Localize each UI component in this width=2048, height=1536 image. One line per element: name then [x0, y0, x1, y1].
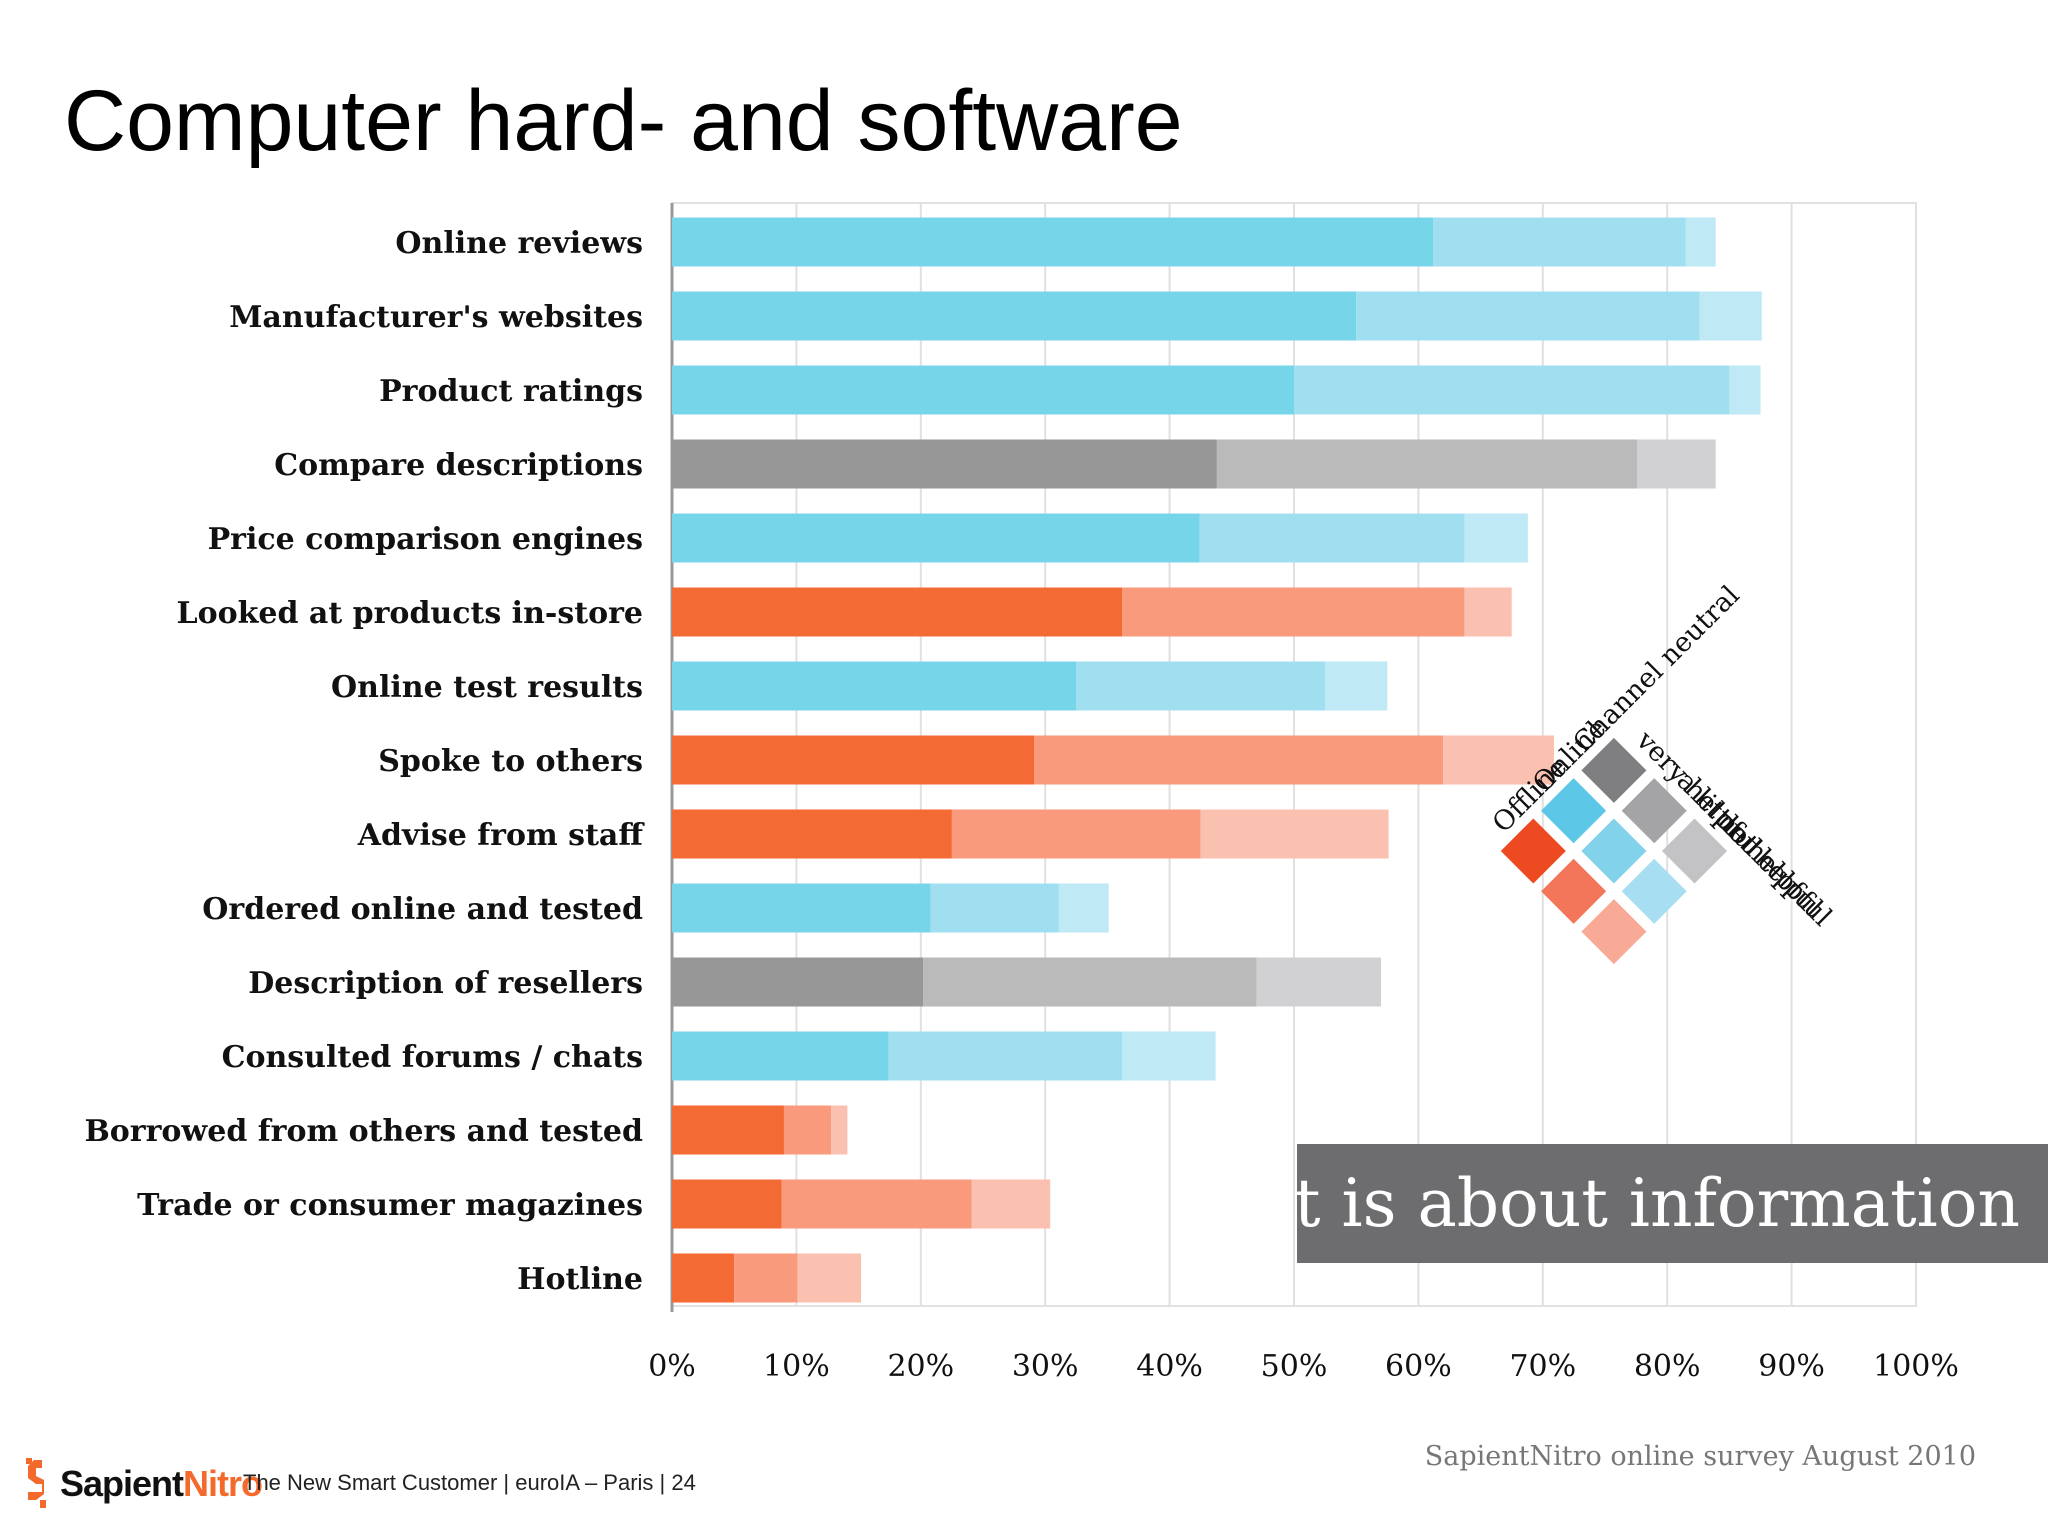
bar-segment: [672, 291, 1357, 341]
category-label: Price comparison engines: [208, 522, 643, 557]
bar-segment: [783, 1105, 832, 1155]
bar-segment: [1200, 809, 1389, 859]
bar-segment: [1199, 513, 1465, 563]
bar-segment: [923, 957, 1257, 1007]
category-label: Compare descriptions: [274, 448, 643, 483]
bar-segment: [1256, 957, 1382, 1007]
bar-segment: [831, 1105, 848, 1155]
category-label: Consulted forums / chats: [222, 1040, 643, 1075]
category-label: Spoke to others: [378, 744, 643, 779]
category-label: Description of resellers: [248, 966, 643, 1001]
bar-segment: [971, 1179, 1051, 1229]
x-tick-label: 80%: [1634, 1349, 1701, 1384]
bar-segment: [1034, 735, 1444, 785]
bar-segment: [1464, 587, 1512, 637]
bar-segment: [1433, 217, 1686, 267]
bar-segment: [672, 439, 1217, 489]
category-label: Online test results: [331, 670, 643, 705]
category-labels: Online reviews Manufacturer's websites Pro…: [84, 226, 645, 1297]
bar-segment: [1637, 439, 1716, 489]
legend-label-not-helpful: not helpful: [1711, 806, 1838, 933]
x-tick-label: 30%: [1012, 1349, 1079, 1384]
category-label: Product ratings: [379, 374, 643, 409]
bar-segment: [672, 1179, 782, 1229]
bar-segment: [1076, 661, 1326, 711]
bar-segment: [1294, 365, 1730, 415]
bars: [672, 217, 1762, 1303]
x-tick-label: 90%: [1758, 1349, 1825, 1384]
category-label: Ordered online and tested: [202, 892, 643, 927]
bar-segment: [672, 957, 924, 1007]
bar-segment: [1122, 1031, 1216, 1081]
x-axis-ticks: 0% 10% 20% 30% 40% 50% 60% 70% 80% 90% 100%: [648, 1349, 1959, 1384]
bar-segment: [1325, 661, 1388, 711]
category-label: Online reviews: [395, 226, 643, 261]
bar-segment: [930, 883, 1059, 933]
bar-segment: [1058, 883, 1109, 933]
category-label: Manufacturer's websites: [229, 300, 643, 335]
category-label: Looked at products in-store: [177, 596, 644, 631]
x-tick-label: 70%: [1509, 1349, 1576, 1384]
x-tick-label: 100%: [1873, 1349, 1959, 1384]
bar-segment: [888, 1031, 1123, 1081]
x-tick-label: 60%: [1385, 1349, 1452, 1384]
bar-segment: [1216, 439, 1638, 489]
x-tick-label: 10%: [763, 1349, 830, 1384]
legend-swatch-neutral-little: [1621, 778, 1687, 844]
bar-segment: [797, 1253, 862, 1303]
bar-segment: [672, 883, 931, 933]
bar-segment: [672, 587, 1123, 637]
bar-segment: [781, 1179, 972, 1229]
bar-segment: [1356, 291, 1700, 341]
callout-banner: It is about information: [1268, 1144, 2048, 1263]
bar-segment: [672, 661, 1077, 711]
bar-segment: [672, 513, 1200, 563]
bar-segment: [672, 735, 1035, 785]
category-label: Borrowed from others and tested: [84, 1114, 643, 1149]
bar-segment: [1122, 587, 1465, 637]
bar-segment: [1699, 291, 1762, 341]
slide-title: Computer hard- and software: [64, 73, 1183, 169]
bar-segment: [1464, 513, 1528, 563]
bar-segment: [1443, 735, 1554, 785]
footer-text: The New Smart Customer | euroIA – Paris …: [243, 1470, 696, 1495]
legend-swatch-offline-not: [1581, 899, 1647, 965]
legend-swatch-online-little: [1581, 818, 1647, 884]
x-tick-label: 0%: [648, 1349, 696, 1384]
legend-swatch-offline-little: [1541, 858, 1607, 924]
x-tick-label: 50%: [1261, 1349, 1328, 1384]
legend-swatch-online-not: [1621, 858, 1687, 924]
source-note: SapientNitro online survey August 2010: [1424, 1441, 1976, 1472]
category-label: Trade or consumer magazines: [137, 1188, 643, 1223]
logo-word-sapient: Sapient: [60, 1463, 184, 1504]
bar-segment: [672, 1253, 735, 1303]
bar-segment: [1685, 217, 1716, 267]
bar-segment: [672, 217, 1434, 267]
bar-segment: [672, 365, 1294, 415]
bar-segment: [672, 809, 952, 859]
sapient-logo-icon: [26, 1458, 46, 1508]
logo-wordmark: SapientNitro: [60, 1463, 263, 1505]
x-tick-label: 20%: [887, 1349, 954, 1384]
category-label: Hotline: [517, 1262, 643, 1297]
bar-segment: [1729, 365, 1761, 415]
category-label: Advise from staff: [357, 818, 646, 853]
x-tick-label: 40%: [1136, 1349, 1203, 1384]
legend: Offline Online Channel neutral very help…: [1487, 580, 1838, 965]
bar-segment: [672, 1105, 784, 1155]
bar-segment: [672, 1031, 889, 1081]
bar-segment: [951, 809, 1201, 859]
bar-segment: [734, 1253, 798, 1303]
footer-logo: SapientNitro: [22, 1454, 263, 1514]
logo-word-nitro: Nitro: [183, 1463, 263, 1504]
